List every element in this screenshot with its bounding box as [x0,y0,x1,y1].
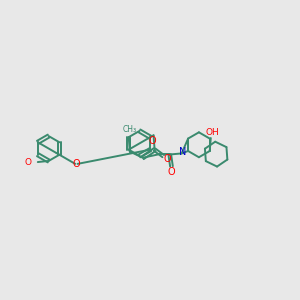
Text: O: O [148,136,156,146]
Text: N: N [179,147,187,157]
Text: O: O [163,154,171,164]
Text: OH: OH [206,128,219,137]
Text: O: O [24,158,31,166]
Text: O: O [168,167,175,177]
Text: CH₃: CH₃ [123,125,137,134]
Text: O: O [72,160,80,170]
